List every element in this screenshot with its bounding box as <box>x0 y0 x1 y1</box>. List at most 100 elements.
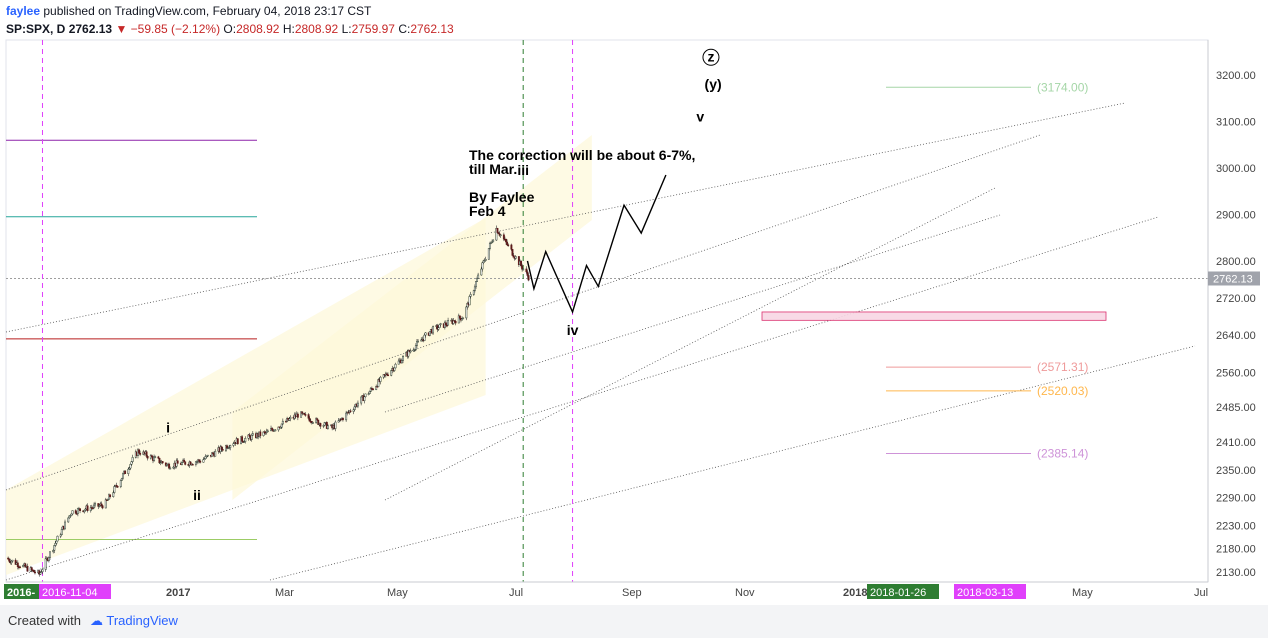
candle-body <box>487 248 490 260</box>
time-tick-label: 2016- <box>7 587 35 599</box>
candle-body <box>10 560 13 564</box>
candle-body <box>347 411 350 414</box>
candle-body <box>70 513 73 516</box>
candle-body <box>472 290 475 295</box>
candle-body <box>317 419 320 425</box>
last-price-tag <box>1208 271 1260 286</box>
candle-body <box>49 551 51 558</box>
candle-body <box>40 571 43 574</box>
candle-body <box>212 452 215 455</box>
price-tick-label: 2230.00 <box>1216 521 1256 533</box>
time-tick-label: 2018-03-13 <box>957 587 1013 599</box>
time-tick-label: Mar <box>275 587 294 599</box>
candle-body <box>521 265 524 270</box>
candle-body <box>497 232 500 234</box>
time-tick-label: Sep <box>622 587 642 599</box>
candle-body <box>194 461 197 465</box>
candle-body <box>326 425 329 429</box>
candle-body <box>116 485 119 488</box>
candle-body <box>206 454 209 457</box>
candle-body <box>414 345 417 350</box>
candle-body <box>457 315 460 324</box>
candle-body <box>189 461 192 465</box>
candle-body <box>393 367 396 371</box>
time-tick-label: Jul <box>509 587 523 599</box>
candle-body <box>436 325 439 330</box>
candle-body <box>129 464 132 469</box>
candle-body <box>424 332 427 336</box>
price-tick-label: 2485.00 <box>1216 402 1256 414</box>
candle-body <box>18 566 21 569</box>
candle-body <box>311 422 314 424</box>
candle-body <box>89 507 92 511</box>
time-tick-label: Jul <box>1194 587 1208 599</box>
candle-body <box>526 271 529 276</box>
candle-body <box>226 445 228 449</box>
candle-body <box>492 239 495 243</box>
candle-body <box>416 341 418 346</box>
candle-body <box>67 517 70 523</box>
candle-body <box>300 411 303 418</box>
candle-body <box>310 421 313 423</box>
price-tick-label: 2800.00 <box>1216 256 1256 268</box>
candle-body <box>34 571 36 574</box>
candle-body <box>259 431 262 436</box>
candle-body <box>337 420 340 423</box>
candle-body <box>243 441 246 443</box>
price-tick-label: 2180.00 <box>1216 544 1256 556</box>
candle-body <box>322 425 325 427</box>
footer-bar: Created with ☁ TradingView <box>0 605 1268 638</box>
price-chart[interactable]: (3174.00)(2571.31)(2520.03)(2385.14)iiii… <box>0 0 1268 605</box>
candle-body <box>468 296 471 306</box>
candle-body <box>158 457 161 464</box>
price-tick-label: 2410.00 <box>1216 437 1256 449</box>
candle-body <box>229 445 232 448</box>
candle-body <box>325 422 328 429</box>
candle-body <box>98 505 101 507</box>
candle-body <box>307 414 310 419</box>
candle-body <box>407 350 410 357</box>
candle-body <box>447 320 450 326</box>
candle-body <box>496 228 499 233</box>
candle-body <box>363 396 366 402</box>
candle-body <box>203 458 206 460</box>
candle-body <box>527 275 530 281</box>
candle-body <box>510 244 513 250</box>
time-tick-label: May <box>1072 587 1093 599</box>
candle-body <box>377 379 380 387</box>
candle-body <box>462 317 465 320</box>
candle-body <box>323 422 326 426</box>
candle-body <box>420 339 423 342</box>
high-label: H: <box>282 22 295 36</box>
candle-body <box>211 452 213 457</box>
candle-body <box>316 418 319 421</box>
support-zone <box>761 311 1107 321</box>
candle-body <box>60 529 63 535</box>
author-link[interactable]: faylee <box>6 4 41 18</box>
candle-body <box>279 427 282 429</box>
candle-body <box>274 429 277 432</box>
candle-body <box>113 486 116 493</box>
candle-body <box>74 510 77 514</box>
wave-label-circle <box>702 48 720 66</box>
candle-body <box>367 393 370 395</box>
candle-body <box>439 323 442 325</box>
price-tick-label: 2560.00 <box>1216 367 1256 379</box>
candle-body <box>506 241 509 246</box>
tradingview-logo-link[interactable]: ☁ TradingView <box>90 613 178 629</box>
annotation-text: Feb 4 <box>469 203 506 219</box>
candle-body <box>181 462 183 465</box>
candle-body <box>296 413 299 418</box>
candle-body <box>520 260 522 266</box>
candle-body <box>277 426 280 431</box>
annotation-text: By Faylee <box>469 189 535 205</box>
candle-body <box>198 459 201 462</box>
candle-body <box>145 451 148 457</box>
candle-body <box>176 460 179 464</box>
candle-body <box>53 545 56 551</box>
candle-body <box>369 388 372 392</box>
candle-body <box>220 446 223 450</box>
candle-body <box>289 416 292 420</box>
candle-body <box>39 572 42 575</box>
candle-body <box>79 508 81 511</box>
